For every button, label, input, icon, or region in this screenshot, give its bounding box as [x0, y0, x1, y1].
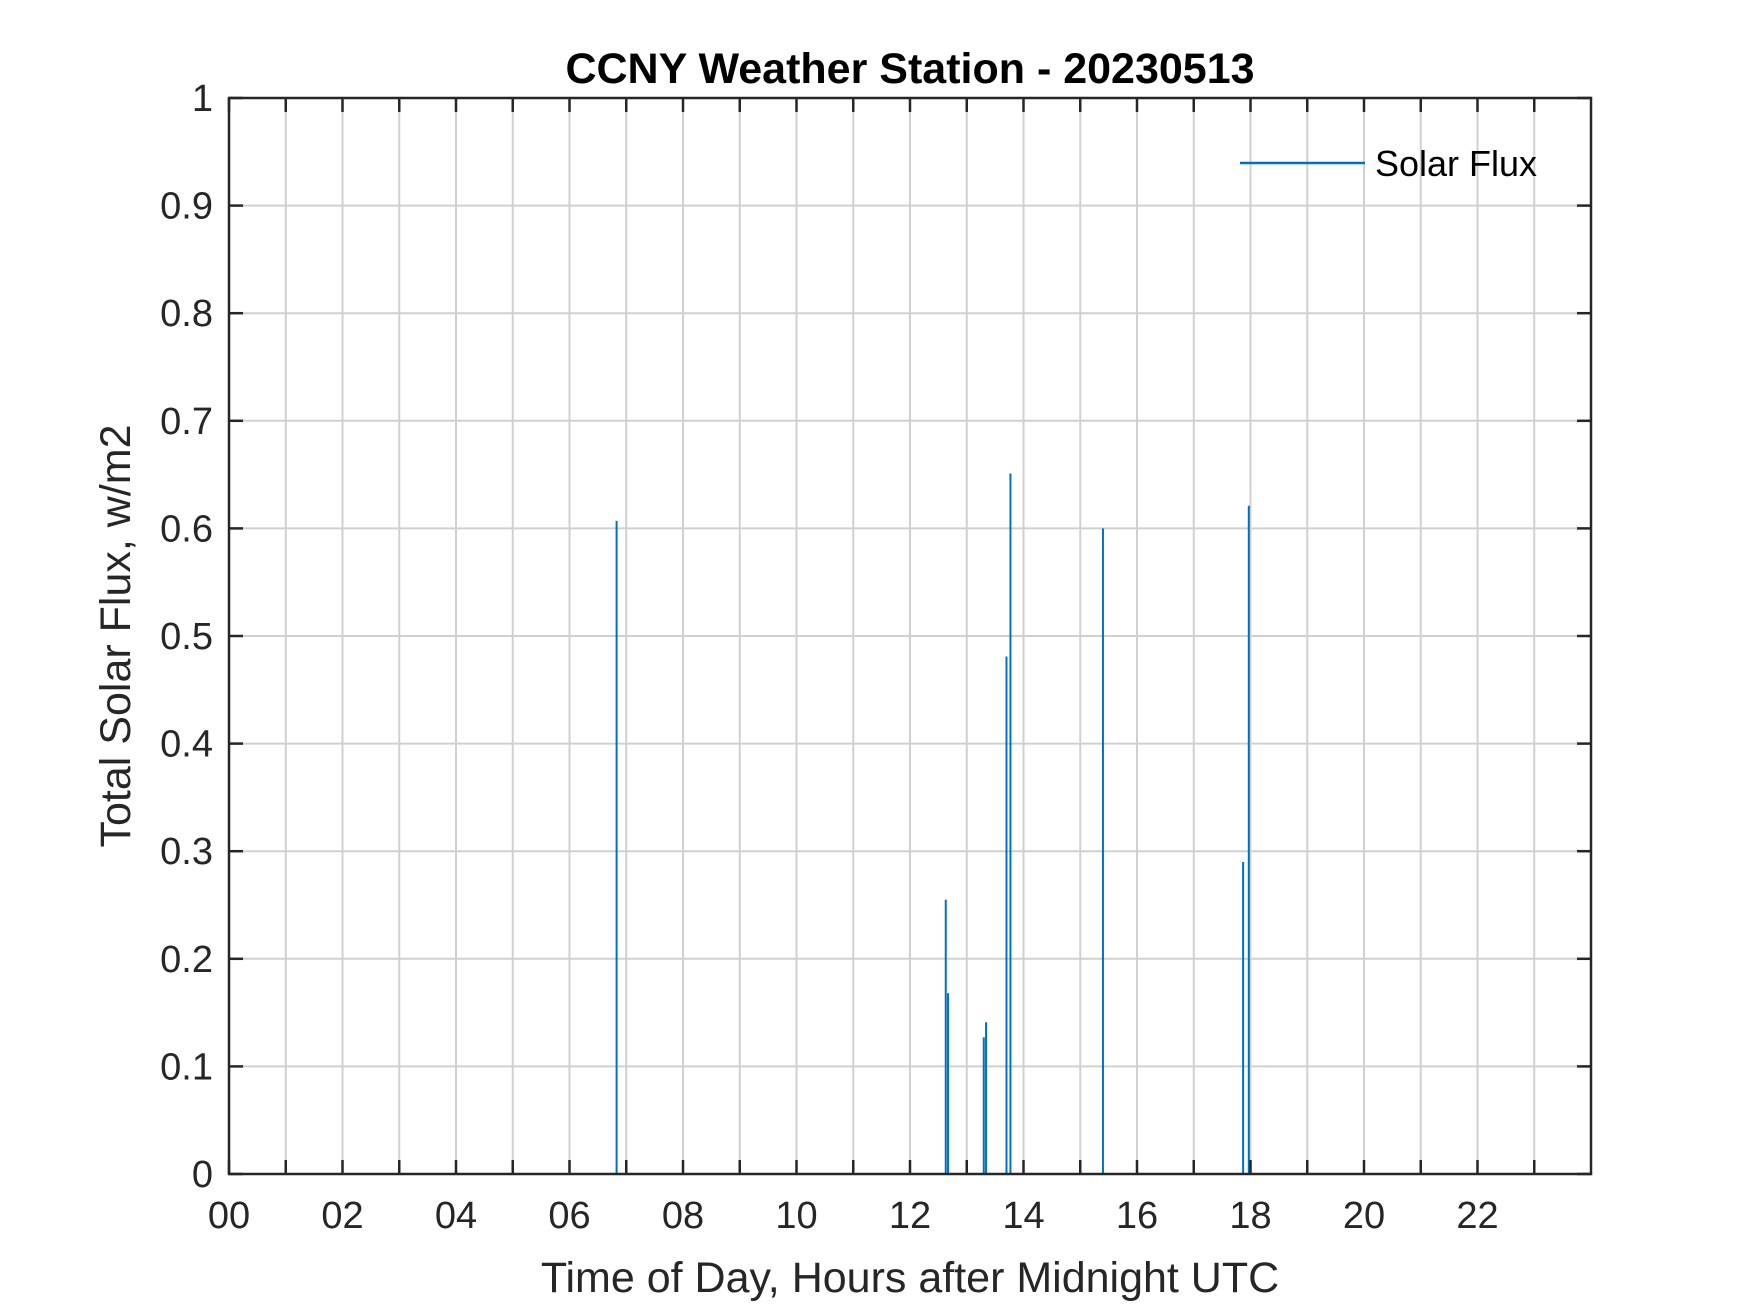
x-tick-label: 02 — [321, 1195, 363, 1237]
y-tick-label: 0.8 — [160, 293, 213, 335]
y-tick-label: 1 — [192, 78, 213, 120]
y-tick-label: 0.7 — [160, 401, 213, 443]
grid-lines — [228, 97, 1591, 1175]
y-tick-label: 0.1 — [160, 1046, 213, 1088]
chart-title: CCNY Weather Station - 20230513 — [565, 45, 1254, 93]
y-tick-label: 0.9 — [160, 186, 213, 228]
x-tick-label: 08 — [662, 1195, 704, 1237]
y-tick-label: 0.3 — [160, 831, 213, 873]
x-tick-label: 00 — [208, 1195, 250, 1237]
y-axis-label: Total Solar Flux, w/m2 — [92, 425, 140, 848]
y-tick-labels: 0 0.1 0.2 0.3 0.4 0.5 0.6 0.7 0.8 0.9 1 — [160, 78, 213, 1196]
y-tick-label: 0 — [192, 1154, 213, 1196]
x-tick-label: 04 — [435, 1195, 477, 1237]
x-tick-label: 16 — [1116, 1195, 1158, 1237]
legend-label-solar-flux: Solar Flux — [1375, 143, 1537, 184]
y-tick-label: 0.5 — [160, 616, 213, 658]
x-tick-label: 06 — [548, 1195, 590, 1237]
x-tick-label: 14 — [1002, 1195, 1044, 1237]
legend: Solar Flux — [1240, 143, 1537, 184]
x-tick-label: 12 — [889, 1195, 931, 1237]
axis-ticks — [227, 96, 1591, 1176]
x-tick-label: 22 — [1456, 1195, 1498, 1237]
x-tick-label: 10 — [775, 1195, 817, 1237]
x-tick-label: 20 — [1343, 1195, 1385, 1237]
y-tick-label: 0.4 — [160, 724, 213, 766]
y-tick-label: 0.6 — [160, 508, 213, 550]
x-tick-label: 18 — [1229, 1195, 1271, 1237]
plot-data — [229, 473, 1591, 1175]
x-tick-labels: 00 02 04 06 08 10 12 14 16 18 20 22 — [208, 1195, 1499, 1237]
x-axis-label: Time of Day, Hours after Midnight UTC — [541, 1254, 1279, 1302]
y-tick-label: 0.2 — [160, 939, 213, 981]
